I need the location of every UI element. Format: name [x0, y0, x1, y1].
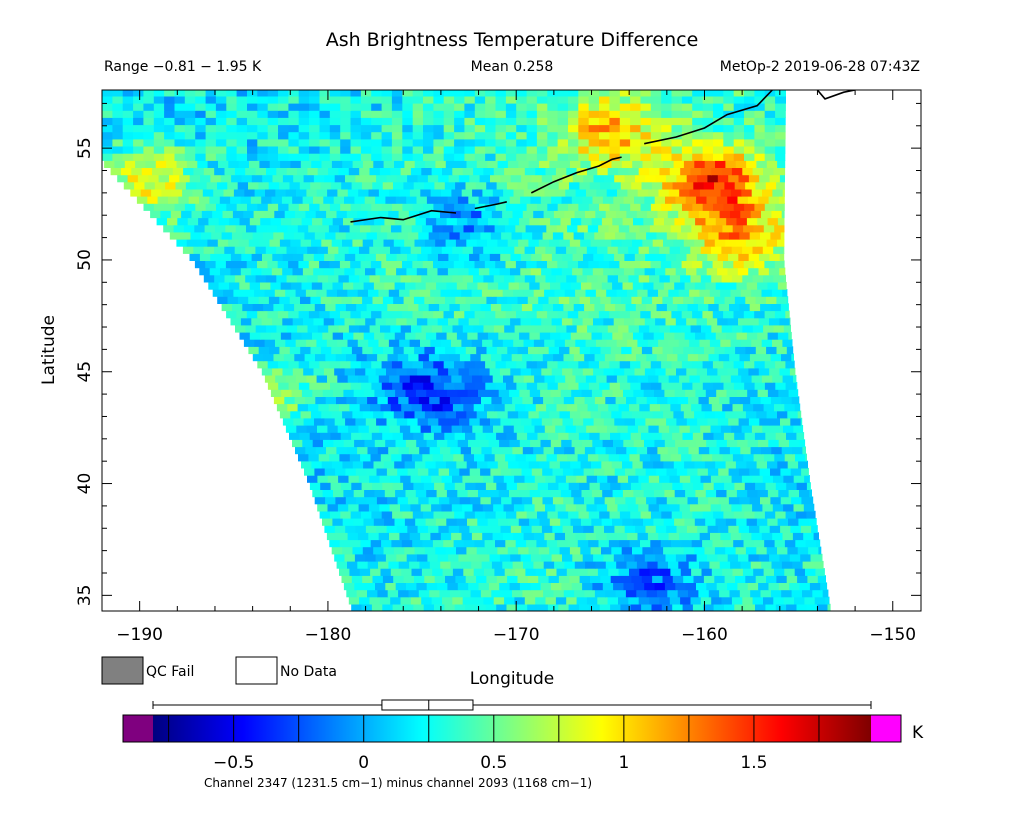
y-axis-label: Latitude — [39, 315, 59, 385]
range-readout: Range −0.81 − 1.95 K — [104, 59, 262, 75]
legend-swatch-qc-fail — [101, 656, 144, 685]
coastline — [350, 209, 457, 223]
y-tick-label: 40 — [75, 473, 95, 495]
colorbar-under-swatch — [123, 715, 153, 742]
colorbar-gradient — [153, 715, 871, 742]
colorbar-frame — [122, 714, 902, 743]
colorbar-unit-label: K — [912, 723, 924, 743]
x-axis-label: Longitude — [470, 669, 555, 689]
coastlines — [350, 90, 856, 223]
coastline — [530, 156, 622, 194]
legend-label-qc-fail: QC Fail — [146, 664, 194, 680]
coastline — [474, 201, 507, 210]
boxplot-box — [381, 699, 474, 711]
colorbar-tick-label: 0.5 — [480, 753, 507, 773]
legend-swatch-no-data — [235, 656, 278, 685]
x-tick-label: −180 — [305, 625, 352, 645]
y-tick-label: 55 — [75, 137, 95, 159]
x-tick-label: −150 — [869, 625, 916, 645]
x-tick-label: −190 — [116, 625, 163, 645]
coastline — [816, 90, 856, 100]
colorbar: −0.5 0 0.5 1 1.5 — [122, 714, 902, 773]
colorbar-tick-label: −0.5 — [213, 753, 254, 773]
colorbar-tick-label: 1.5 — [740, 753, 767, 773]
mean-readout: Mean 0.258 — [471, 59, 554, 75]
y-axis: 35 40 45 50 55 — [75, 102, 921, 607]
legend-label-no-data: No Data — [280, 664, 337, 680]
swath-heatmap — [102, 90, 831, 611]
plot-frame — [101, 89, 922, 612]
coastline — [644, 90, 773, 145]
x-tick-label: −160 — [681, 625, 728, 645]
y-tick-label: 45 — [75, 361, 95, 383]
colorbar-tick-label: 0 — [358, 753, 369, 773]
x-tick-label: −170 — [493, 625, 540, 645]
chart-title: Ash Brightness Temperature Difference — [326, 29, 699, 51]
value-distribution-boxplot — [152, 699, 872, 711]
colorbar-tick-label: 1 — [618, 753, 629, 773]
legend-qc-fail: QC Fail — [101, 656, 194, 685]
x-axis: −190 −180 −170 −160 −150 — [116, 90, 916, 645]
y-tick-label: 50 — [75, 249, 95, 271]
satellite-timestamp: MetOp-2 2019-06-28 07:43Z — [720, 59, 920, 75]
legend-no-data: No Data — [235, 656, 337, 685]
y-tick-label: 35 — [75, 585, 95, 607]
colorbar-caption: Channel 2347 (1231.5 cm−1) minus channel… — [204, 776, 592, 790]
colorbar-over-swatch — [871, 715, 901, 742]
